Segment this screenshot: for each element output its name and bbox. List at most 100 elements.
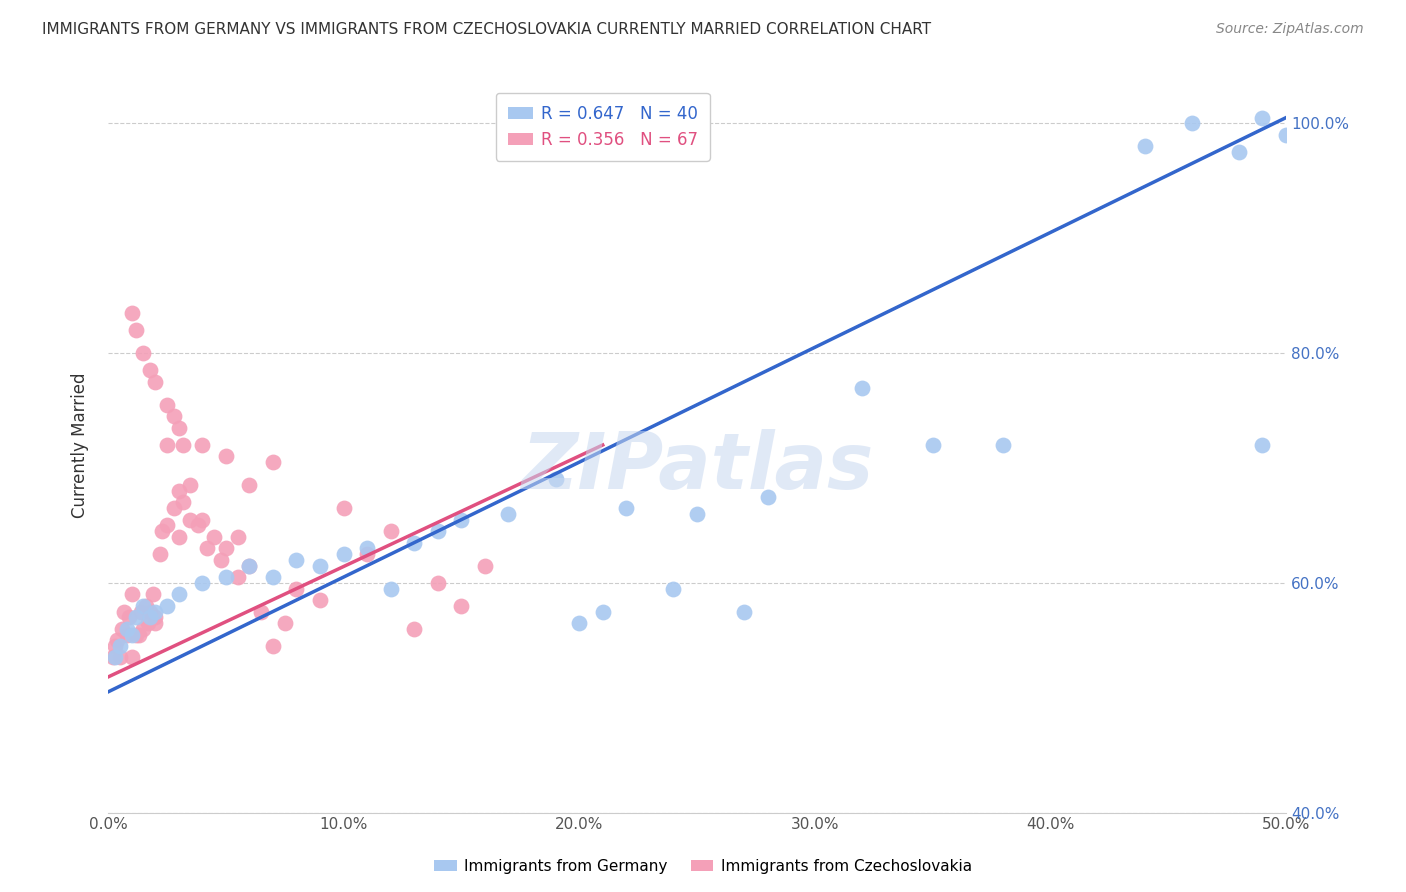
- Point: [733, 605, 755, 619]
- Point: [332, 501, 354, 516]
- Point: [121, 306, 143, 320]
- Point: [450, 834, 472, 848]
- Point: [1251, 438, 1274, 452]
- Point: [143, 610, 166, 624]
- Point: [163, 409, 186, 424]
- Point: [135, 599, 157, 613]
- Point: [139, 363, 162, 377]
- Point: [250, 605, 273, 619]
- Point: [614, 501, 637, 516]
- Point: [226, 570, 249, 584]
- Text: ZIPatlas: ZIPatlas: [520, 429, 873, 505]
- Point: [121, 587, 143, 601]
- Point: [209, 553, 232, 567]
- Point: [262, 570, 284, 584]
- Point: [273, 615, 295, 630]
- Point: [186, 518, 208, 533]
- Point: [156, 398, 179, 412]
- Point: [191, 575, 214, 590]
- Point: [167, 530, 190, 544]
- Point: [167, 421, 190, 435]
- Point: [104, 639, 127, 653]
- Point: [262, 455, 284, 469]
- Point: [450, 599, 472, 613]
- Point: [851, 380, 873, 394]
- Point: [115, 627, 138, 641]
- Point: [568, 615, 591, 630]
- Point: [309, 593, 332, 607]
- Point: [592, 605, 614, 619]
- Point: [356, 547, 378, 561]
- Point: [179, 478, 201, 492]
- Point: [139, 610, 162, 624]
- Point: [1133, 139, 1156, 153]
- Point: [167, 483, 190, 498]
- Point: [143, 615, 166, 630]
- Point: [167, 587, 190, 601]
- Point: [686, 507, 709, 521]
- Point: [215, 570, 238, 584]
- Point: [215, 541, 238, 556]
- Point: [143, 375, 166, 389]
- Point: [426, 575, 449, 590]
- Point: [108, 639, 131, 653]
- Point: [101, 650, 124, 665]
- Point: [132, 346, 155, 360]
- Point: [202, 530, 225, 544]
- Point: [380, 524, 402, 538]
- Point: [404, 622, 426, 636]
- Point: [139, 605, 162, 619]
- Point: [544, 472, 567, 486]
- Point: [285, 582, 308, 596]
- Point: [107, 633, 129, 648]
- Point: [309, 558, 332, 573]
- Point: [262, 639, 284, 653]
- Point: [1251, 111, 1274, 125]
- Point: [156, 438, 179, 452]
- Point: [1275, 128, 1298, 142]
- Point: [142, 587, 165, 601]
- Point: [125, 323, 148, 337]
- Point: [156, 518, 179, 533]
- Point: [195, 541, 218, 556]
- Point: [474, 558, 496, 573]
- Point: [125, 627, 148, 641]
- Point: [450, 513, 472, 527]
- Point: [156, 599, 179, 613]
- Point: [172, 495, 194, 509]
- Point: [662, 582, 685, 596]
- Point: [143, 605, 166, 619]
- Point: [108, 650, 131, 665]
- Text: Source: ZipAtlas.com: Source: ZipAtlas.com: [1216, 22, 1364, 37]
- Y-axis label: Currently Married: Currently Married: [72, 372, 89, 517]
- Point: [426, 524, 449, 538]
- Point: [215, 450, 238, 464]
- Point: [115, 622, 138, 636]
- Point: [104, 650, 127, 665]
- Point: [404, 535, 426, 549]
- Point: [128, 627, 150, 641]
- Point: [921, 438, 943, 452]
- Point: [520, 834, 543, 848]
- Point: [114, 605, 136, 619]
- Point: [125, 610, 148, 624]
- Point: [226, 530, 249, 544]
- Point: [179, 513, 201, 527]
- Point: [498, 507, 520, 521]
- Point: [111, 622, 134, 636]
- Point: [380, 582, 402, 596]
- Point: [136, 615, 159, 630]
- Point: [121, 650, 143, 665]
- Point: [118, 610, 141, 624]
- Point: [1181, 116, 1204, 130]
- Point: [132, 599, 155, 613]
- Point: [149, 547, 172, 561]
- Point: [404, 857, 426, 871]
- Legend: Immigrants from Germany, Immigrants from Czechoslovakia: Immigrants from Germany, Immigrants from…: [427, 853, 979, 880]
- Point: [238, 558, 260, 573]
- Point: [129, 605, 152, 619]
- Point: [332, 547, 354, 561]
- Legend: R = 0.647   N = 40, R = 0.356   N = 67: R = 0.647 N = 40, R = 0.356 N = 67: [496, 93, 710, 161]
- Point: [238, 478, 260, 492]
- Point: [191, 438, 214, 452]
